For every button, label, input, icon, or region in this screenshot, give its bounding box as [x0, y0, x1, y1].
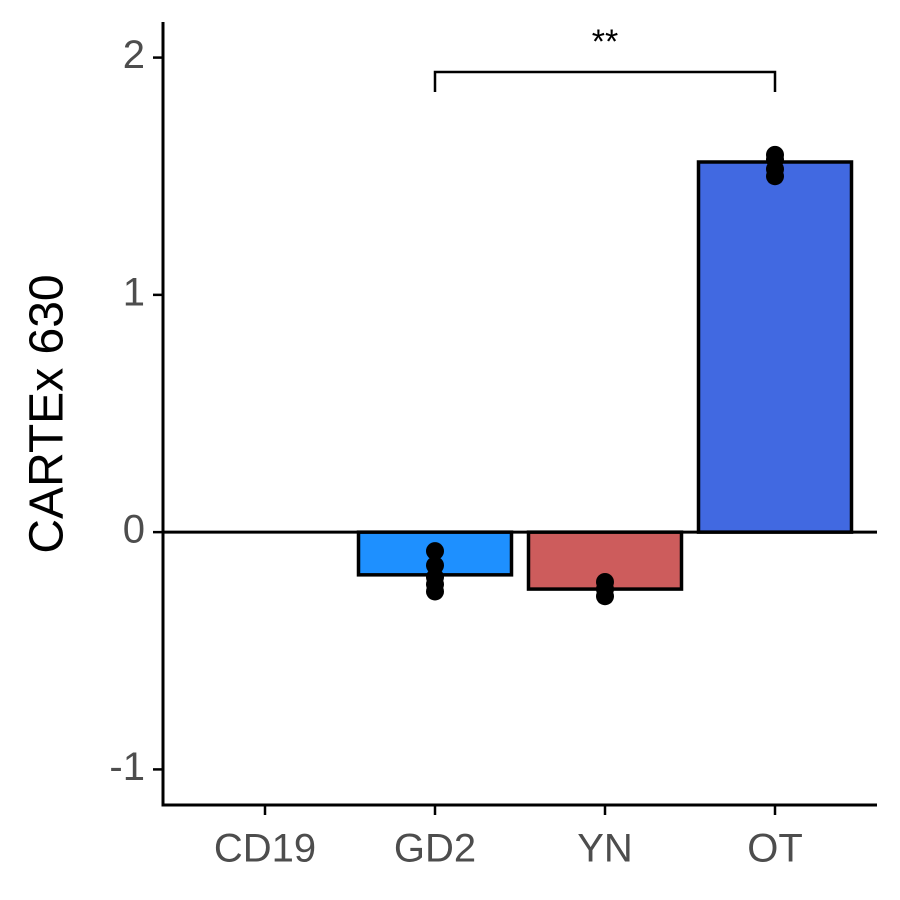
data-point — [766, 167, 784, 186]
data-point — [426, 582, 444, 601]
y-tick-label: -1 — [109, 745, 145, 789]
x-tick-label: CD19 — [214, 827, 316, 871]
y-axis-label: CARTEx 630 — [21, 274, 74, 553]
significance-bracket — [433, 70, 777, 92]
bar — [696, 160, 854, 534]
y-tick-label: 1 — [123, 270, 145, 314]
significance-label: ** — [592, 23, 618, 61]
data-point — [426, 542, 444, 561]
y-tick-label: 0 — [123, 508, 145, 552]
x-tick-label: YN — [577, 827, 633, 871]
data-point — [596, 587, 614, 606]
y-tick-label: 2 — [123, 33, 145, 77]
x-tick-label: GD2 — [394, 827, 476, 871]
x-tick-label: OT — [747, 827, 803, 871]
